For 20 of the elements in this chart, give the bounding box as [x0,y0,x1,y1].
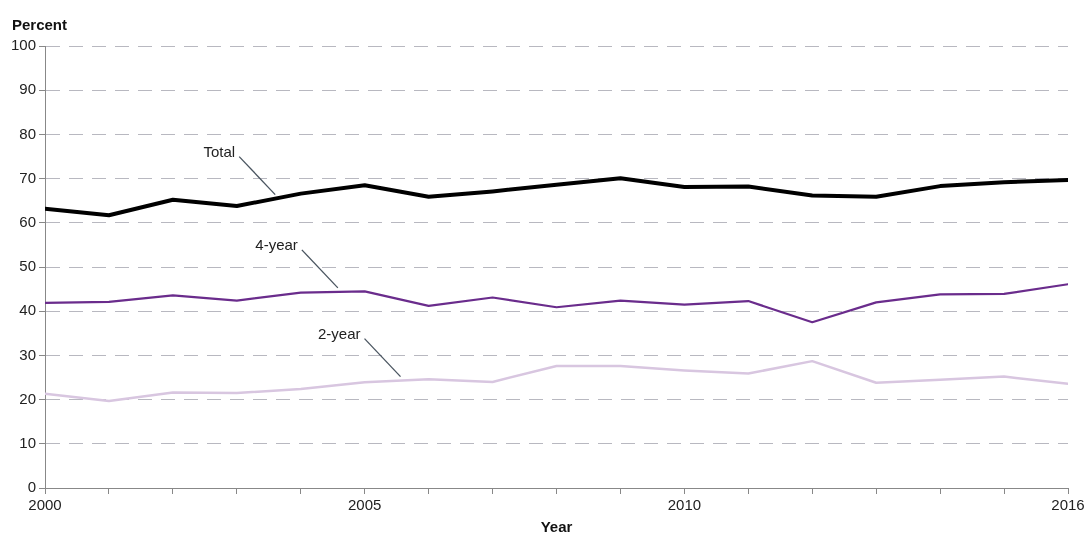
text: 2-year [317,324,361,342]
x-axis-title: Year [540,518,573,536]
y-tick-label: 30 [19,345,37,363]
x-tick-label: 2016 [1051,496,1085,514]
y-tick-label: 90 [19,80,37,98]
x-tick-label: 2000 [28,496,62,514]
text: 4-year [255,236,298,254]
x-tick-label: 2005 [348,496,382,514]
y-tick-label: 0 [27,478,37,496]
y-tick-label: 50 [19,257,37,275]
y-tick-label: 70 [19,168,37,186]
x-tick-label: 2010 [667,496,702,514]
y-tick-label: 100 [11,36,37,54]
y-tick-label: 80 [19,124,37,142]
y-tick-label: 20 [19,389,37,407]
y-axis-title: Percent [12,16,68,34]
y-tick-label: 10 [19,433,37,451]
y-tick-label: 40 [19,301,37,319]
y-tick-label: 60 [19,212,37,230]
text: Total [203,142,236,160]
